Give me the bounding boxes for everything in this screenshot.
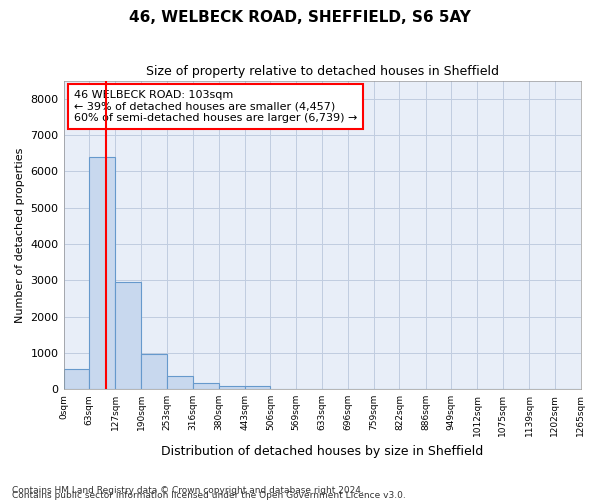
Text: Contains HM Land Registry data © Crown copyright and database right 2024.: Contains HM Land Registry data © Crown c… xyxy=(12,486,364,495)
Y-axis label: Number of detached properties: Number of detached properties xyxy=(15,147,25,322)
Bar xyxy=(193,383,219,389)
Bar xyxy=(89,157,115,389)
Text: Contains public sector information licensed under the Open Government Licence v3: Contains public sector information licen… xyxy=(12,491,406,500)
Text: 46 WELBECK ROAD: 103sqm
← 39% of detached houses are smaller (4,457)
60% of semi: 46 WELBECK ROAD: 103sqm ← 39% of detache… xyxy=(74,90,357,123)
Bar xyxy=(64,369,89,389)
Bar xyxy=(245,386,271,389)
Text: 46, WELBECK ROAD, SHEFFIELD, S6 5AY: 46, WELBECK ROAD, SHEFFIELD, S6 5AY xyxy=(129,10,471,25)
Bar xyxy=(115,282,141,389)
X-axis label: Distribution of detached houses by size in Sheffield: Distribution of detached houses by size … xyxy=(161,444,483,458)
Bar xyxy=(141,354,167,389)
Bar xyxy=(167,376,193,389)
Bar xyxy=(219,386,245,389)
Title: Size of property relative to detached houses in Sheffield: Size of property relative to detached ho… xyxy=(146,65,499,78)
